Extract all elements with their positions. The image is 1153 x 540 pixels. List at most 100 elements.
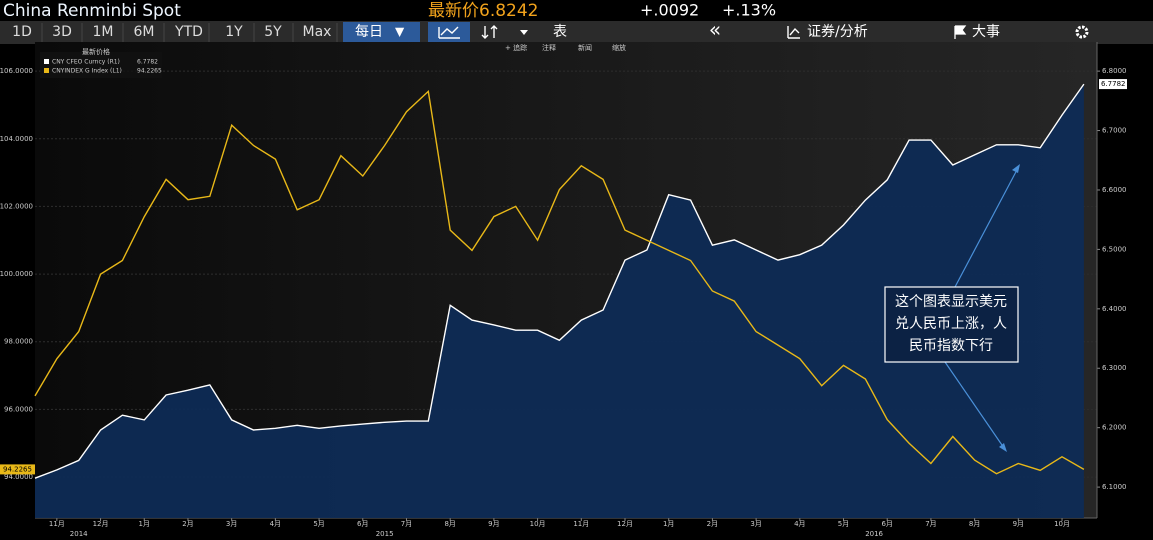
period-button[interactable]: 6M (134, 24, 155, 40)
period-button[interactable]: 3D (52, 24, 72, 40)
period-button[interactable]: 1M (93, 24, 114, 40)
x-tick-label: 9月 (1013, 520, 1024, 528)
y2-tick-label: 6.8000 (1102, 67, 1127, 75)
period-button[interactable]: 1D (12, 24, 32, 40)
x-tick-label: 10月 (530, 520, 546, 528)
mini-tool[interactable]: + 追踪 (505, 43, 527, 52)
arrow-head (1012, 164, 1020, 173)
arrow-head (999, 443, 1007, 452)
x-tick-label: 12月 (93, 520, 109, 528)
x-tick-label: 4月 (270, 520, 281, 528)
legend-value: 6.7782 (137, 59, 158, 66)
last-value-label: 6.7782 (1101, 80, 1126, 88)
legend-swatch (44, 68, 49, 73)
x-tick-label: 9月 (488, 520, 499, 528)
annotation-text: 民币指数下行 (909, 338, 993, 354)
x-tick-label: 12月 (617, 520, 633, 528)
x-tick-label: 5月 (313, 520, 324, 528)
events-button[interactable]: 大事 (972, 24, 1000, 40)
annotation-text: 兑人民币上涨，人 (895, 316, 1007, 332)
frequency-button[interactable] (343, 22, 420, 43)
mini-tool[interactable]: 缩放 (612, 43, 626, 52)
period-button[interactable]: YTD (174, 24, 203, 40)
back-button[interactable]: « (709, 18, 721, 42)
mini-tool[interactable]: 注释 (542, 43, 556, 52)
sort-icon[interactable] (481, 25, 498, 39)
header-bar (0, 0, 1153, 21)
x-tick-label: 2月 (707, 520, 718, 528)
last-value-tag (0, 464, 35, 475)
x-year-label: 2016 (865, 530, 883, 538)
period-button[interactable]: 5Y (264, 24, 282, 40)
x-tick-label: 11月 (573, 520, 589, 528)
table-button[interactable]: 表 (553, 24, 567, 40)
series-area (35, 84, 1084, 518)
y2-tick-label: 6.6000 (1102, 186, 1127, 194)
x-year-label: 2014 (70, 530, 88, 538)
x-tick-label: 7月 (925, 520, 936, 528)
x-tick-label: 10月 (1054, 520, 1070, 528)
x-tick-label: 11月 (49, 520, 65, 528)
y-tick-label: 102.0000 (0, 202, 33, 210)
security-title: China Renminbi Spot (3, 1, 181, 21)
x-year-label: 2015 (376, 530, 394, 538)
x-tick-label: 1月 (139, 520, 150, 528)
y2-tick-label: 6.5000 (1102, 245, 1127, 253)
y-tick-label: 98.0000 (4, 338, 33, 346)
y-tick-label: 104.0000 (0, 135, 33, 143)
y2-tick-label: 6.1000 (1102, 483, 1127, 491)
flag-icon (954, 25, 967, 39)
x-tick-label: 3月 (750, 520, 761, 528)
mini-tool[interactable]: 新闻 (578, 43, 592, 52)
x-tick-label: 4月 (794, 520, 805, 528)
x-tick-label: 6月 (881, 520, 892, 528)
y2-tick-label: 6.3000 (1102, 364, 1127, 372)
chart-icon (438, 26, 460, 39)
dropdown-icon[interactable] (520, 30, 528, 35)
x-tick-label: 5月 (838, 520, 849, 528)
legend-swatch (44, 59, 49, 64)
legend-title: 最新价格 (82, 47, 110, 56)
legend-label: CNYINDEX G Index (L1) (52, 68, 122, 75)
x-tick-label: 2月 (182, 520, 193, 528)
period-buttons: 1D 3D 1M 6M YTD 1Y 5Y Max (12, 23, 338, 42)
x-tick-label: 8月 (444, 520, 455, 528)
series-line (34, 89, 1085, 475)
last-value-tag (1099, 79, 1127, 90)
x-tick-label: 1月 (663, 520, 674, 528)
y-tick-label: 94.0000 (4, 473, 33, 481)
plot: + 追踪 注释 新闻 缩放 94.0000 96.0000 98.0000 100.0000 1… (0, 42, 1127, 538)
annotation-text: 这个图表显示美元 (895, 293, 1007, 310)
toolbar (0, 21, 1153, 44)
series-line (34, 83, 1085, 479)
annotation-box (884, 286, 1019, 363)
y2-tick-label: 6.2000 (1102, 424, 1127, 432)
change: +.0092 (640, 1, 699, 20)
y-tick-label: 100.0000 (0, 270, 33, 278)
x-tick-label: 7月 (401, 520, 412, 528)
legend-box (40, 52, 162, 78)
settings-icon[interactable] (1075, 25, 1089, 39)
analysis-icon (787, 26, 800, 39)
y2-tick-label: 6.7000 (1102, 127, 1127, 135)
annotation-arrow (944, 361, 1005, 449)
x-tick-label: 6月 (357, 520, 368, 528)
period-button[interactable]: 1Y (225, 24, 243, 40)
y-tick-label: 96.0000 (4, 405, 33, 413)
y-tick-label: 106.0000 (0, 67, 33, 75)
analysis-button[interactable]: 证券/分析 (807, 24, 868, 40)
chart-type-button[interactable] (428, 22, 470, 43)
period-button[interactable]: Max (303, 24, 332, 40)
change-pct: +.13% (722, 1, 776, 20)
legend-value: 94.2265 (137, 68, 162, 75)
y2-tick-label: 6.4000 (1102, 305, 1127, 313)
frequency-label: 每日 (355, 24, 383, 40)
last-price: 最新价6.8242 (428, 1, 538, 21)
x-tick-label: 8月 (969, 520, 980, 528)
x-tick-label: 3月 (226, 520, 237, 528)
legend-label: CNY CFEO Curncy (R1) (52, 59, 120, 66)
last-value-label: 94.2265 (3, 465, 32, 473)
annotation-arrow (954, 167, 1019, 288)
